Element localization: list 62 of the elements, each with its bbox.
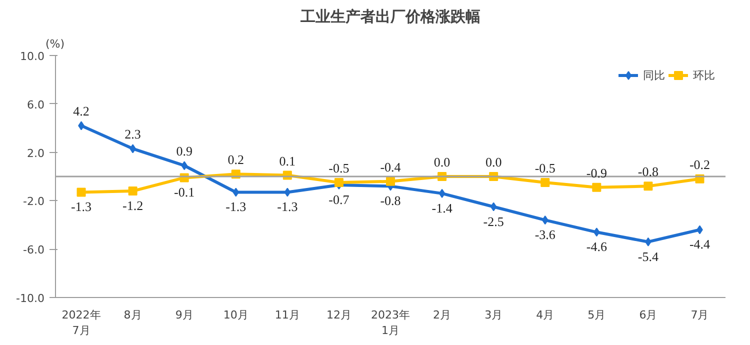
point bbox=[490, 202, 497, 212]
y-tick-label: -6.0 bbox=[23, 244, 45, 257]
data-label: -1.3 bbox=[226, 199, 246, 214]
x-tick-label: 4月 bbox=[536, 308, 554, 322]
data-label: -0.4 bbox=[380, 159, 402, 174]
data-label: -2.5 bbox=[483, 214, 504, 229]
x-tick-label: 3月 bbox=[484, 308, 503, 322]
y-tick-label: 2.0 bbox=[27, 146, 45, 160]
data-label: -1.2 bbox=[122, 198, 144, 214]
data-label: 0.1 bbox=[279, 153, 296, 168]
x-tick-label: 2023年 1月 bbox=[371, 308, 410, 338]
y-tick-label: 10.0 bbox=[20, 50, 45, 63]
legend-label: 环比 bbox=[693, 68, 715, 82]
x-tick-label: 10月 bbox=[223, 308, 248, 322]
data-label: 4.2 bbox=[73, 104, 90, 119]
data-label: -0.7 bbox=[328, 192, 350, 207]
x-tick-label: 2月 bbox=[433, 308, 452, 322]
data-label: -1.4 bbox=[432, 200, 453, 216]
data-label: -3.6 bbox=[534, 227, 556, 242]
y-tick-label: -10.0 bbox=[16, 292, 45, 305]
point bbox=[592, 182, 602, 192]
y-tick-label: -2.0 bbox=[23, 195, 45, 208]
data-label: -0.2 bbox=[689, 156, 710, 172]
x-tick-label: 11月 bbox=[274, 308, 300, 322]
point bbox=[76, 188, 86, 197]
point bbox=[644, 182, 653, 191]
data-label: 0.2 bbox=[228, 152, 244, 168]
data-label: -0.9 bbox=[586, 165, 607, 180]
data-label: -4.4 bbox=[689, 236, 711, 252]
x-tick-label: 6月 bbox=[639, 308, 658, 322]
point bbox=[438, 188, 446, 198]
point bbox=[128, 186, 138, 196]
x-tick-label: 7月 bbox=[690, 308, 709, 322]
legend-label: 同比 bbox=[643, 68, 665, 82]
data-label: -0.5 bbox=[328, 160, 350, 176]
point bbox=[593, 228, 600, 237]
data-label: -0.5 bbox=[534, 160, 556, 176]
point bbox=[232, 188, 240, 197]
point bbox=[181, 161, 188, 170]
data-label: -0.8 bbox=[638, 164, 658, 180]
point bbox=[386, 176, 395, 186]
data-label: 0.9 bbox=[176, 144, 192, 159]
y-tick-label: 6.0 bbox=[27, 98, 45, 112]
x-tick-label: 12月 bbox=[326, 308, 352, 322]
data-label: -4.6 bbox=[586, 239, 608, 254]
point bbox=[540, 178, 550, 188]
x-tick-label: 5月 bbox=[588, 308, 606, 322]
data-label: 0.0 bbox=[485, 154, 502, 170]
point bbox=[284, 188, 291, 197]
point bbox=[542, 216, 548, 225]
x-tick-label: 9月 bbox=[175, 308, 194, 322]
data-label: -1.3 bbox=[277, 199, 298, 214]
data-label: 0.0 bbox=[434, 154, 450, 170]
x-tick-label: 8月 bbox=[124, 308, 142, 322]
x-tick-label: 2022年 7月 bbox=[62, 308, 101, 338]
y-axis-title: (%) bbox=[46, 38, 65, 50]
data-label: -0.8 bbox=[380, 193, 401, 208]
data-label: -5.4 bbox=[638, 248, 659, 264]
data-label: -1.3 bbox=[70, 199, 92, 214]
data-label: -0.1 bbox=[174, 184, 195, 200]
data-label: 2.3 bbox=[124, 126, 141, 142]
chart-title: 工业生产者出厂价格涨跌幅 bbox=[300, 8, 480, 26]
